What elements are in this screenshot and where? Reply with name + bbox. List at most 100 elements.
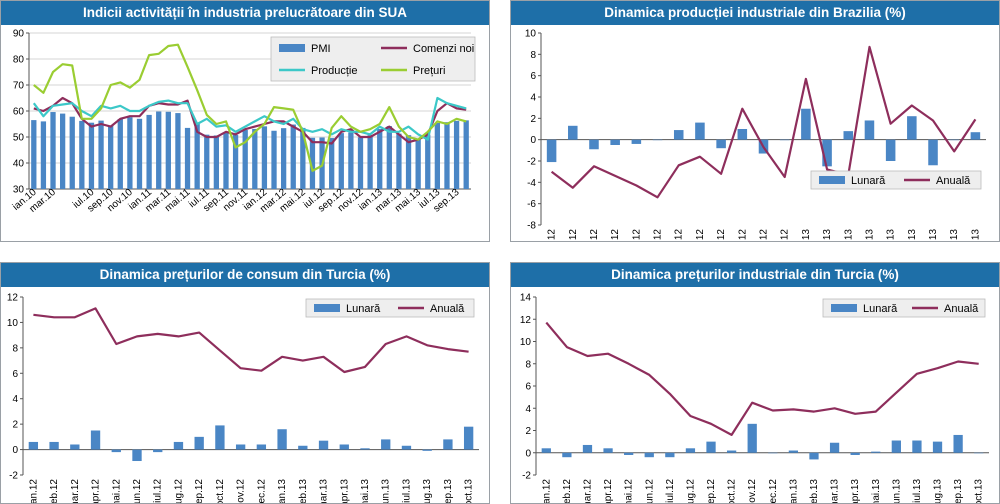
bar — [864, 120, 875, 140]
x-tick-label: oct.12 — [727, 479, 738, 503]
y-tick-label: 12 — [7, 293, 19, 304]
x-tick-label: nov.12 — [747, 479, 758, 503]
x-tick-label: ian.13 — [277, 479, 288, 503]
bar — [665, 452, 675, 458]
bar — [290, 124, 296, 189]
y-tick-label: 10 — [525, 29, 537, 40]
x-tick-label: apr.12 — [610, 229, 621, 241]
bar — [309, 137, 316, 189]
bar — [175, 113, 181, 189]
panel-turkey-ppi: Dinamica prețurilor industriale din Turc… — [510, 262, 1000, 504]
legend-box — [822, 298, 986, 318]
bar — [582, 444, 593, 453]
x-tick-label: apr.12 — [91, 479, 102, 503]
x-tick-label: sep.12 — [716, 229, 727, 241]
bar — [357, 137, 364, 189]
bar — [339, 444, 349, 450]
bar — [871, 451, 881, 453]
x-tick-label: iun.13 — [381, 479, 392, 503]
panel-usa-manufacturing: Indicii activității în industria prelucr… — [0, 0, 490, 242]
chart-svg-brazil: -8 -6 -4 -2 0 2 4 6 8 10 ian.12 feb.12 mar.12 apr.12 m… — [525, 29, 986, 241]
bar — [932, 441, 943, 453]
y-tick-label: 40 — [13, 159, 25, 170]
x-tick-label: aug.12 — [695, 229, 706, 241]
bar — [213, 135, 220, 189]
x-tick-label: oct.13 — [464, 479, 475, 503]
bar — [405, 135, 412, 189]
x-tick-label: dec.12 — [256, 479, 267, 503]
bar — [822, 139, 832, 167]
legend-label: Lunară — [346, 303, 381, 315]
legend-label: Prețuri — [413, 65, 445, 77]
x-tick-label: iul.12 — [153, 479, 164, 503]
x-tick-label: ian.12 — [541, 479, 552, 503]
bar — [69, 116, 75, 189]
bar — [348, 132, 354, 189]
bar — [40, 121, 47, 189]
x-tick-label: feb.12 — [49, 479, 60, 503]
legend-label: Producție — [311, 65, 357, 77]
bar — [360, 448, 370, 450]
x-tick-label: iun.12 — [653, 229, 664, 241]
bar — [329, 138, 335, 189]
x-tick-label: dec.12 — [768, 479, 779, 503]
bar — [261, 126, 268, 189]
legend-label: Lunară — [851, 175, 886, 187]
x-tick-label: iun.13 — [907, 229, 918, 241]
bar — [885, 139, 896, 161]
x-tick-label: aug.13 — [949, 229, 960, 241]
bar — [153, 449, 163, 453]
bar — [716, 139, 726, 149]
bar — [562, 452, 572, 458]
y-tick-label: 2 — [530, 114, 536, 125]
y-tick-label: -2 — [527, 157, 536, 168]
bar — [768, 452, 778, 454]
bar — [624, 452, 634, 455]
x-tick-label: aug.12 — [173, 479, 184, 503]
bar — [156, 111, 162, 189]
legend-swatch — [314, 304, 340, 312]
bar — [737, 129, 748, 140]
legend-box — [305, 298, 475, 318]
x-tick-label: ian.12 — [547, 229, 558, 241]
bar — [425, 134, 431, 189]
bar — [338, 133, 344, 189]
bar — [242, 129, 248, 189]
bar — [912, 440, 922, 453]
panel-brazil-production: Dinamica producției industriale din Braz… — [510, 0, 1000, 242]
bar — [463, 120, 469, 189]
bar — [453, 120, 460, 189]
x-tick-label: aug.13 — [933, 479, 944, 503]
bar — [401, 445, 412, 450]
x-tick-label: mai.12 — [624, 479, 635, 503]
x-tick-label: mai.13 — [360, 479, 371, 503]
bar — [463, 426, 474, 450]
bar — [98, 120, 104, 189]
legend-label: Anuală — [944, 303, 979, 315]
x-tick-label: sep.13 — [970, 229, 981, 241]
bar — [223, 132, 229, 189]
series-line — [550, 45, 977, 199]
y-tick-label: 70 — [13, 81, 25, 92]
bar — [280, 128, 287, 189]
chart-title: Dinamica prețurilor industriale din Turc… — [511, 263, 999, 287]
legend-label: Comenzi noi — [413, 43, 474, 55]
bar — [59, 113, 66, 189]
y-tick-label: 4 — [12, 394, 18, 405]
x-tick-label: aug.13 — [422, 479, 433, 503]
y-tick-label: -8 — [527, 221, 536, 232]
bar — [541, 448, 551, 453]
bar — [970, 132, 981, 140]
bar — [70, 444, 80, 450]
y-tick-label: 60 — [13, 107, 25, 118]
y-tick-label: 12 — [520, 315, 532, 326]
bar — [631, 139, 642, 144]
x-tick-label: apr.12 — [603, 479, 614, 503]
x-tick-label: mai.13 — [886, 229, 897, 241]
bar — [79, 120, 85, 189]
bar — [673, 130, 684, 140]
bar — [381, 439, 391, 450]
x-tick-label: iul.13 — [912, 479, 923, 503]
y-tick-label: 50 — [13, 133, 25, 144]
bar — [194, 123, 200, 189]
